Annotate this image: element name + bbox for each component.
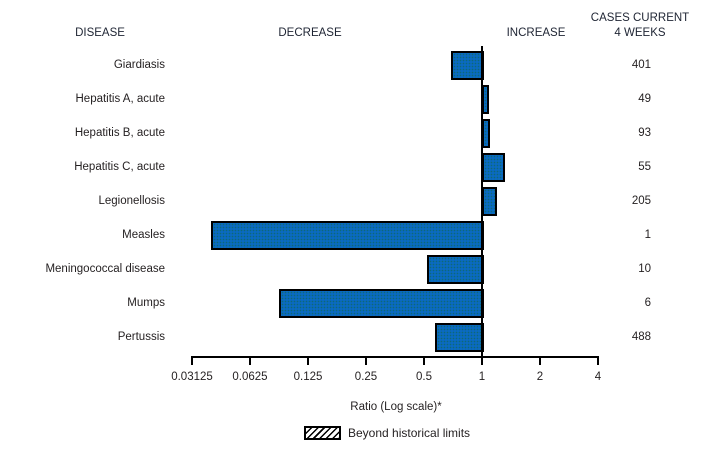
baseline-ratio-1 [481, 46, 483, 365]
ratio-bar [450, 51, 484, 80]
ratio-bar [278, 289, 484, 318]
axis-tick [423, 356, 425, 365]
legend-hatched-swatch [304, 426, 341, 440]
disease-label: Meningococcal disease [45, 263, 165, 275]
cases-value: 6 [644, 297, 651, 309]
cases-value: 488 [631, 331, 651, 343]
cases-value: 93 [638, 127, 651, 139]
tick-label: 0.5 [416, 371, 432, 383]
legend-label: Beyond historical limits [348, 426, 471, 440]
column-header-cases-line1: CASES CURRENT [590, 12, 690, 24]
disease-label: Legionellosis [98, 195, 166, 207]
ratio-bar [482, 187, 498, 216]
column-header-decrease: DECREASE [278, 27, 342, 39]
axis-tick [191, 356, 193, 365]
ratio-bar [482, 85, 489, 114]
disease-label: Hepatitis A, acute [75, 93, 166, 105]
cases-value: 205 [631, 195, 651, 207]
disease-label: Pertussis [117, 331, 165, 343]
axis-tick [597, 356, 599, 365]
disease-label: Hepatitis C, acute [74, 161, 165, 173]
x-axis-title: Ratio (Log scale)* [350, 401, 442, 413]
disease-label: Measles [122, 229, 165, 241]
column-header-cases-line2: 4 WEEKS [614, 27, 666, 39]
ratio-bar [434, 323, 484, 352]
tick-label: 1 [478, 371, 486, 383]
tick-label: 0.25 [354, 371, 378, 383]
disease-label: Mumps [127, 297, 165, 309]
ratio-bar [210, 221, 484, 250]
column-header-disease: DISEASE [75, 27, 125, 39]
tick-label: 0.03125 [171, 371, 213, 383]
ratio-bar [482, 153, 506, 182]
legend: Beyond historical limits [304, 426, 470, 440]
tick-label: 0.125 [293, 371, 323, 383]
disease-label: Giardiasis [113, 59, 165, 71]
axis-tick [539, 356, 541, 365]
axis-tick [307, 356, 309, 365]
axis-tick [365, 356, 367, 365]
ratio-bar [427, 255, 484, 284]
tick-label: 0.0625 [232, 371, 268, 383]
cases-value: 401 [631, 59, 651, 71]
axis-tick [249, 356, 251, 365]
disease-label: Hepatitis B, acute [74, 127, 165, 139]
tick-label: 2 [536, 371, 544, 383]
ratio-bar [482, 119, 490, 148]
cases-value: 55 [638, 161, 651, 173]
cases-value: 1 [644, 229, 651, 241]
column-header-increase: INCREASE [506, 27, 566, 39]
cases-value: 49 [638, 93, 651, 105]
cases-value: 10 [638, 263, 651, 275]
tick-label: 4 [594, 371, 602, 383]
x-axis-line [191, 356, 599, 358]
